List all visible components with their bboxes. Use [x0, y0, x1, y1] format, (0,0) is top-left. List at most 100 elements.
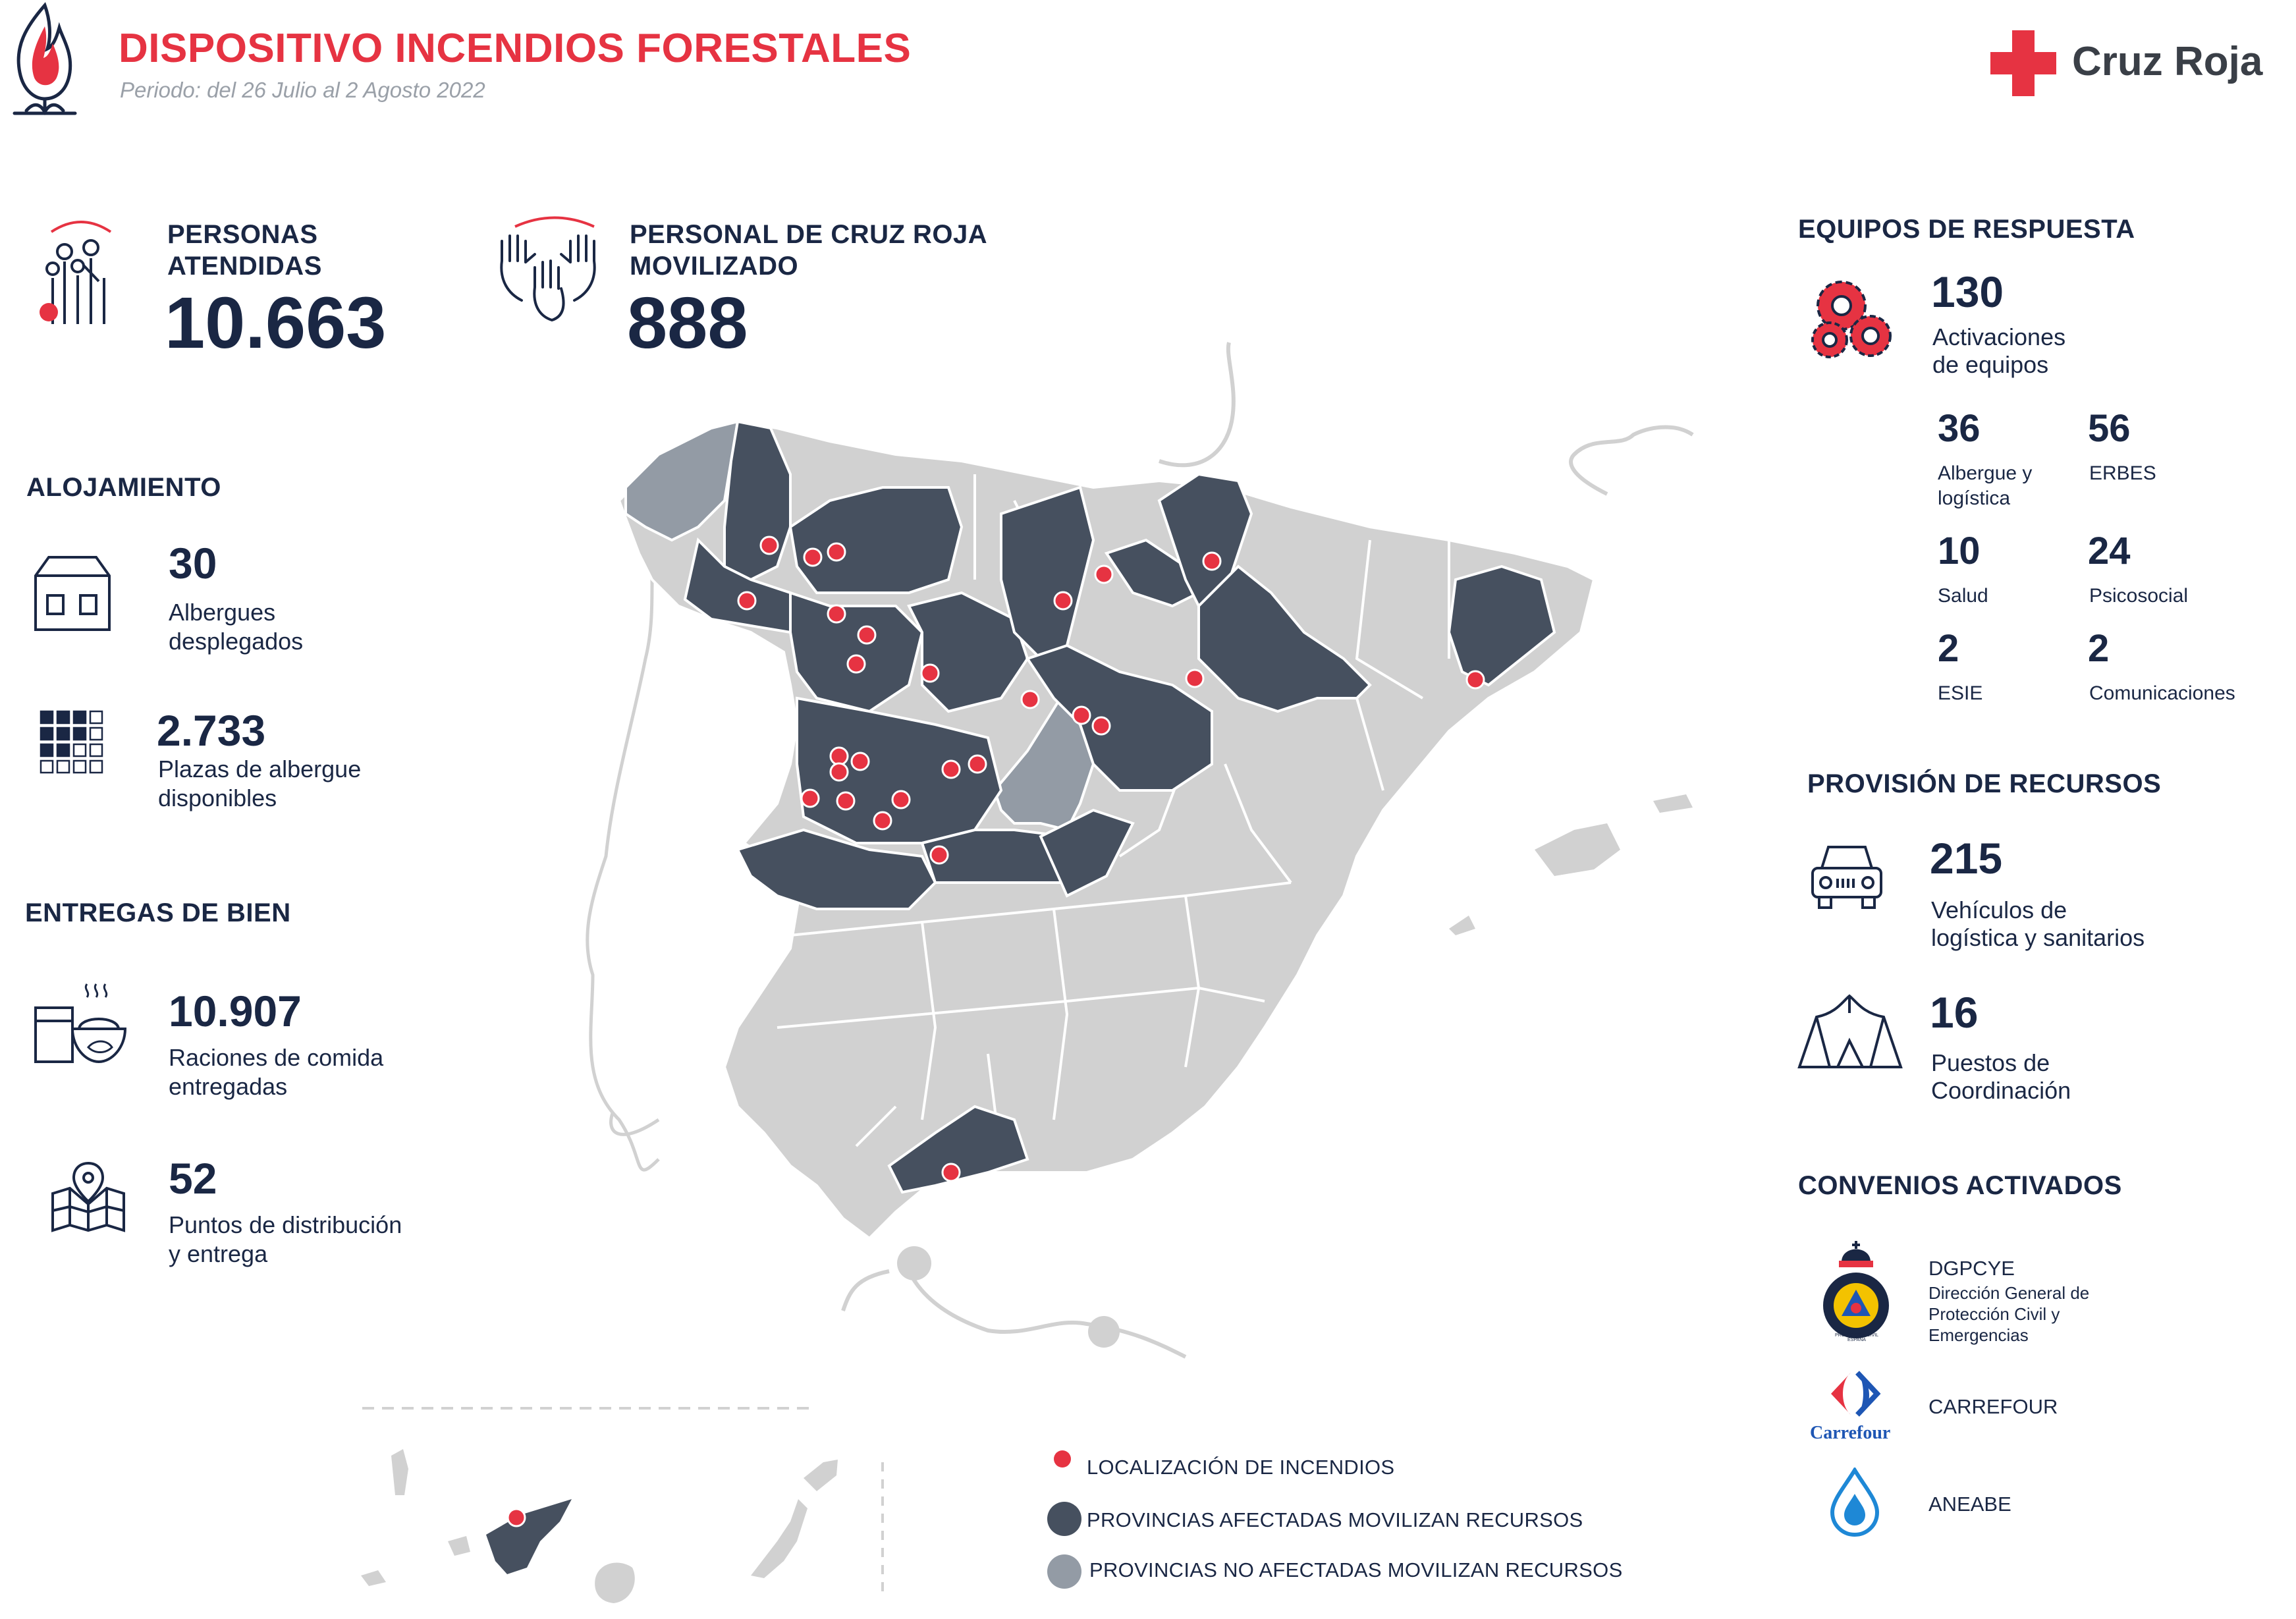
fire-location-dot	[873, 811, 892, 831]
legend-affected-label: PROVINCIAS AFECTADAS MOVILIZAN RECURSOS	[1087, 1508, 1583, 1531]
fire-location-dot	[506, 1508, 526, 1527]
province-guadalajara	[1025, 644, 1213, 792]
island-ibiza	[1449, 916, 1475, 935]
fire-location-dot	[1053, 591, 1073, 611]
equipo-psicosocial-value: 24	[2088, 530, 2131, 572]
activaciones-label-1: Activaciones	[1932, 323, 2066, 350]
province-zamora-salamanca	[789, 591, 924, 713]
fire-location-dot	[1072, 705, 1091, 725]
raciones-value: 10.907	[169, 987, 302, 1035]
legend-fire-icon	[1054, 1450, 1071, 1468]
fire-location-dot	[968, 754, 987, 774]
africa-coast-line	[841, 1269, 1187, 1359]
puestos-label-1: Puestos de	[1931, 1049, 2050, 1076]
portugal-border-line	[586, 513, 661, 1172]
equipo-erbes-value: 56	[2088, 407, 2131, 450]
dgpcye-name: DGPCYE	[1928, 1257, 2015, 1280]
france-border-line	[1159, 342, 1236, 468]
red-cross-icon	[1990, 30, 2056, 96]
province-madrid	[993, 696, 1095, 832]
equipo-albergue-label-2: logística	[1938, 487, 2011, 509]
province-burgos	[1000, 485, 1095, 661]
fire-location-dot	[800, 788, 820, 808]
fire-location-dot	[829, 746, 849, 766]
province-lugo	[723, 420, 792, 582]
vehiculos-label-2: logística y sanitarios	[1931, 924, 2145, 951]
island-la-gomera	[448, 1536, 470, 1556]
legend-not-affected-icon	[1047, 1554, 1081, 1589]
activaciones-value: 130	[1931, 267, 2004, 316]
province-cataluna	[1447, 564, 1556, 687]
fire-location-dot	[857, 625, 877, 645]
fire-location-dot	[1091, 716, 1111, 736]
entregas-title: ENTREGAS DE BIEN	[25, 898, 291, 927]
equipo-esie-value: 2	[1938, 627, 1959, 670]
island-mallorca	[1535, 823, 1620, 876]
hands-icon	[489, 215, 607, 327]
fire-location-dot	[891, 790, 911, 810]
province-navarra	[1157, 472, 1253, 608]
convenios-title: CONVENIOS ACTIVADOS	[1798, 1171, 2122, 1200]
legend-fire-label: LOCALIZACIÓN DE INCENDIOS	[1087, 1456, 1395, 1479]
province-caceres	[796, 696, 1003, 844]
beds-grid-icon	[40, 710, 105, 776]
alojamiento-title: ALOJAMIENTO	[26, 473, 221, 502]
province-toledo	[920, 829, 1095, 884]
province-leon	[788, 486, 964, 594]
personas-label-1: PERSONAS	[167, 220, 318, 249]
fire-location-dot	[1465, 670, 1485, 690]
vehicle-icon	[1809, 842, 1885, 910]
equipos-title: EQUIPOS DE RESPUESTA	[1798, 215, 2135, 244]
island-la-palma	[391, 1449, 408, 1495]
portugal-coast-line	[609, 1112, 660, 1136]
puntos-value: 52	[169, 1154, 217, 1203]
island-menorca	[1653, 794, 1693, 813]
province-valladolid-avila	[907, 591, 1029, 713]
provision-title: PROVISIÓN DE RECURSOS	[1807, 769, 2162, 798]
proteccion-civil-logo	[1822, 1240, 1890, 1341]
fire-location-dot	[920, 663, 940, 683]
vehiculos-value: 215	[1930, 834, 2003, 883]
personal-value: 888	[627, 283, 748, 364]
carrefour-name: CARREFOUR	[1928, 1395, 2058, 1418]
dgpcye-desc-2: Protección Civil y	[1928, 1304, 2060, 1324]
province-ciudad-real	[1039, 808, 1135, 898]
page-title: DISPOSITIVO INCENDIOS FORESTALES	[119, 26, 912, 71]
island-tenerife	[486, 1499, 572, 1574]
equipo-erbes-label: ERBES	[2089, 462, 2156, 484]
province-ourense-pontevedra	[683, 537, 819, 634]
equipo-albergue-value: 36	[1938, 407, 1981, 450]
fire-location-dot	[846, 654, 866, 674]
fire-location-dot	[827, 542, 846, 562]
personal-label-2: MOVILIZADO	[630, 252, 799, 281]
legend-affected-icon	[1047, 1502, 1081, 1536]
plazas-value: 2.733	[157, 706, 266, 755]
province-soria-rioja	[1104, 538, 1201, 608]
fire-location-dot	[759, 535, 779, 555]
equipo-albergue-label-1: Albergue y	[1938, 462, 2033, 484]
island-fuerteventura	[751, 1499, 807, 1578]
equipo-salud-label: Salud	[1938, 585, 1988, 607]
albergues-label-1: Albergues	[169, 599, 276, 626]
legend-not-affected-label: PROVINCIAS NO AFECTADAS MOVILIZAN RECURS…	[1089, 1558, 1623, 1581]
puntos-label-1: Puntos de distribución	[169, 1211, 402, 1238]
province-lines	[777, 474, 1450, 1160]
fire-location-dot	[1020, 690, 1040, 709]
equipo-salud-value: 10	[1938, 530, 1981, 572]
personas-label-2: ATENDIDAS	[167, 252, 322, 281]
proteccion-civil-badge-text: PROTECCIÓN CIVIL ESPAÑA	[1834, 1333, 1879, 1342]
fire-location-dot	[829, 762, 849, 782]
fire-location-dot	[941, 759, 961, 779]
activaciones-label-2: de equipos	[1932, 351, 2049, 378]
andorra-border-line	[1569, 425, 1694, 496]
fire-logo-icon	[0, 0, 89, 119]
food-icon	[33, 981, 129, 1067]
map-pin-icon	[50, 1161, 126, 1233]
dgpcye-desc-3: Emergencias	[1928, 1325, 2029, 1345]
fire-location-dot	[803, 547, 823, 567]
dgpcye-desc-1: Dirección General de	[1928, 1283, 2090, 1303]
fire-location-dot	[1202, 551, 1222, 571]
island-lanzarote	[804, 1460, 838, 1491]
fire-location-dot	[850, 752, 870, 771]
raciones-label-1: Raciones de comida	[169, 1044, 384, 1071]
